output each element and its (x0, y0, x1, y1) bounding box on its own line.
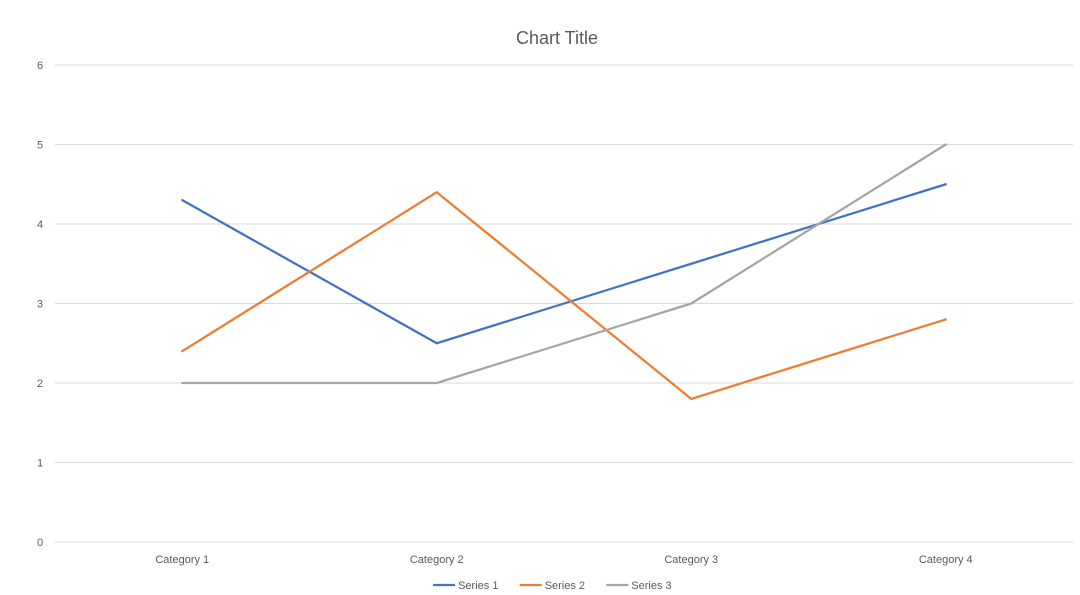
series-line-2 (181, 191, 947, 401)
series-line-1 (181, 183, 947, 345)
y-axis-ticks: 0 1 2 3 4 5 6 (37, 60, 43, 549)
legend-item-series-1: Series 1 (433, 580, 498, 592)
legend: Series 1 Series 2 Series 3 (433, 580, 672, 592)
x-axis-ticks: Category 1 Category 2 Category 3 Category 4 (155, 554, 972, 566)
series-line-3 (181, 143, 947, 385)
legend-item-series-3: Series 3 (606, 580, 672, 592)
x-tick-label: Category 4 (919, 554, 973, 566)
y-tick-label: 3 (37, 299, 43, 311)
chart-title: Chart Title (516, 28, 598, 48)
y-tick-label: 1 (37, 458, 43, 470)
legend-label: Series 1 (458, 580, 498, 592)
y-tick-label: 6 (37, 60, 43, 72)
y-tick-label: 2 (37, 378, 43, 390)
x-tick-label: Category 2 (410, 554, 464, 566)
series-lines (181, 143, 947, 401)
legend-label: Series 3 (631, 580, 671, 592)
x-tick-label: Category 1 (155, 554, 209, 566)
y-tick-label: 5 (37, 140, 43, 152)
y-tick-label: 0 (37, 537, 43, 549)
x-tick-label: Category 3 (664, 554, 718, 566)
legend-item-series-2: Series 2 (519, 580, 585, 592)
legend-label: Series 2 (545, 580, 585, 592)
y-tick-label: 4 (37, 219, 43, 231)
